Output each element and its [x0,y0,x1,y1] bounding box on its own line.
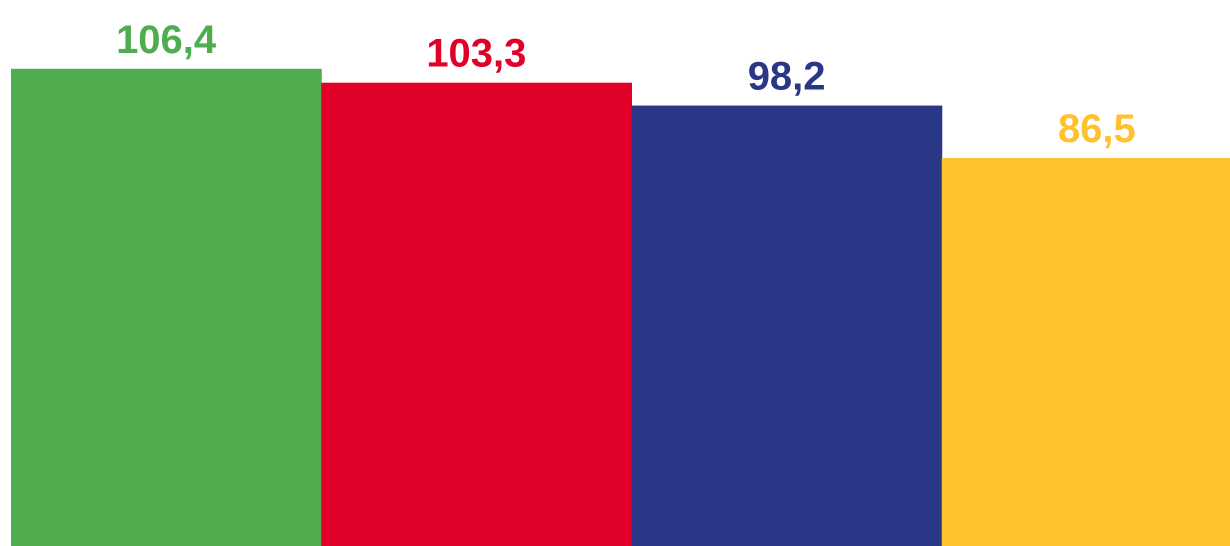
bars-group [11,68,1230,546]
bar-value-label-1: 106,4 [116,18,217,62]
bar-value-label-3: 98,2 [748,55,826,99]
bar-2 [321,82,632,546]
bar-4 [941,158,1230,546]
bar-3 [631,105,943,546]
bar-1 [11,68,322,546]
bar-value-label-4: 86,5 [1058,107,1136,151]
value-labels-group: 106,4 103,3 98,2 86,5 [116,18,1136,151]
bar-value-label-2: 103,3 [426,32,526,76]
